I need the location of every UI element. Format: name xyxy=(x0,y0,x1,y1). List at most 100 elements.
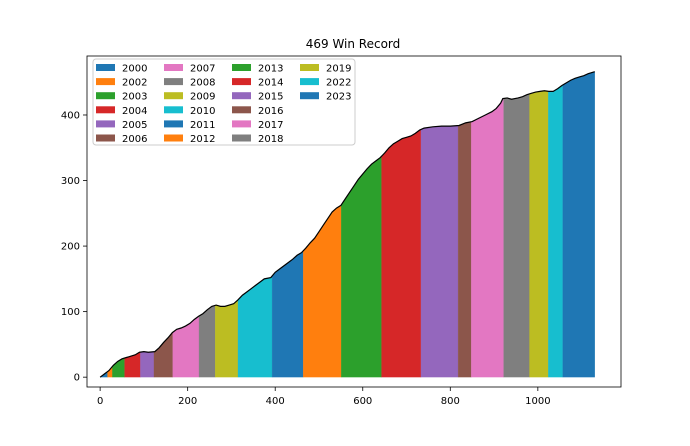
legend-label: 2017 xyxy=(258,120,283,131)
legend-swatch xyxy=(164,120,183,128)
season-areas xyxy=(99,71,595,378)
area-2017 xyxy=(471,98,504,378)
legend-label: 2019 xyxy=(326,64,351,75)
legend-label: 2010 xyxy=(190,106,215,117)
area-2005 xyxy=(140,351,155,378)
legend-swatch xyxy=(232,134,251,142)
x-tick-label: 400 xyxy=(266,396,285,407)
legend-label: 2016 xyxy=(258,106,283,117)
area-2019 xyxy=(529,90,549,378)
legend-swatch xyxy=(232,78,251,86)
legend-label: 2018 xyxy=(258,134,283,145)
x-tick-label: 0 xyxy=(97,396,103,407)
legend-swatch xyxy=(96,78,115,86)
legend-entry-2016: 2016 xyxy=(232,106,283,117)
legend-entry-2015: 2015 xyxy=(232,92,283,103)
area-2015 xyxy=(420,125,459,378)
area-2018 xyxy=(503,93,530,378)
area-2010 xyxy=(237,275,273,378)
legend-entry-2005: 2005 xyxy=(96,120,147,131)
legend-label: 2009 xyxy=(190,92,215,103)
legend-entry-2009: 2009 xyxy=(164,92,215,103)
legend-swatch xyxy=(96,92,115,100)
x-tick-label: 800 xyxy=(441,396,460,407)
legend-swatch xyxy=(96,120,115,128)
legend-label: 2005 xyxy=(122,120,147,131)
legend-entry-2002: 2002 xyxy=(96,78,147,89)
legend-entries: 2000 2002 2003 2004 2005 2006 2007 2008 2009 2010… xyxy=(96,64,351,145)
legend-swatch xyxy=(164,92,183,100)
x-axis-ticks: 0 200 400 600 800 1000 xyxy=(97,387,551,407)
legend-entry-2006: 2006 xyxy=(96,134,147,145)
legend-swatch xyxy=(232,120,251,128)
legend-box xyxy=(92,58,356,146)
legend-entry-2022: 2022 xyxy=(300,78,351,89)
legend-label: 2008 xyxy=(190,78,215,89)
legend-label: 2003 xyxy=(122,92,147,103)
area-2023 xyxy=(562,71,595,378)
legend-entry-2018: 2018 xyxy=(232,134,283,145)
legend-swatch xyxy=(164,106,183,114)
area-2009 xyxy=(215,299,239,378)
legend-entry-2008: 2008 xyxy=(164,78,215,89)
x-tick-label: 1000 xyxy=(525,396,550,407)
legend-swatch xyxy=(300,78,319,86)
legend-swatch xyxy=(96,106,115,114)
area-2008 xyxy=(198,305,216,378)
area-2006 xyxy=(153,331,173,378)
legend-entry-2017: 2017 xyxy=(232,120,283,131)
y-tick-label: 100 xyxy=(61,307,80,318)
legend-entry-2004: 2004 xyxy=(96,106,147,117)
area-2016 xyxy=(458,121,472,378)
y-axis-ticks: 0 100 200 300 400 xyxy=(61,110,87,384)
legend-swatch xyxy=(232,92,251,100)
cumulative-wins-line xyxy=(99,71,595,378)
legend-label: 2015 xyxy=(258,92,283,103)
legend-entry-2000: 2000 xyxy=(96,64,147,75)
legend-swatch xyxy=(300,64,319,71)
y-tick-label: 200 xyxy=(61,242,80,253)
legend-entry-2012: 2012 xyxy=(164,134,215,145)
legend-label: 2012 xyxy=(190,134,215,145)
legend-entry-2010: 2010 xyxy=(164,106,215,117)
area-2013 xyxy=(341,155,382,378)
chart-title: 469 Win Record xyxy=(306,37,401,51)
legend-swatch xyxy=(96,134,115,142)
legend-swatch xyxy=(96,64,115,71)
legend-label: 2006 xyxy=(122,134,147,145)
legend-entry-2007: 2007 xyxy=(164,64,215,75)
x-tick-label: 600 xyxy=(353,396,372,407)
legend-swatch xyxy=(164,78,183,86)
legend-label: 2013 xyxy=(258,64,283,75)
legend: 2000 2002 2003 2004 2005 2006 2007 2008 2009 2010… xyxy=(92,58,356,146)
y-tick-label: 300 xyxy=(61,176,80,187)
legend-swatch xyxy=(232,106,251,114)
legend-label: 2000 xyxy=(122,64,147,75)
legend-entry-2013: 2013 xyxy=(232,64,283,75)
axes-frame xyxy=(86,55,622,388)
legend-label: 2002 xyxy=(122,78,147,89)
legend-entry-2003: 2003 xyxy=(96,92,147,103)
x-tick-label: 200 xyxy=(178,396,197,407)
legend-entry-2023: 2023 xyxy=(300,92,351,103)
legend-label: 2022 xyxy=(326,78,351,89)
legend-label: 2011 xyxy=(190,120,215,131)
area-2011 xyxy=(272,250,304,378)
y-tick-label: 0 xyxy=(74,373,80,384)
legend-swatch xyxy=(300,92,319,100)
legend-entry-2014: 2014 xyxy=(232,78,283,89)
legend-swatch xyxy=(164,134,183,142)
legend-label: 2004 xyxy=(122,106,147,117)
y-tick-label: 400 xyxy=(61,110,80,121)
legend-label: 2023 xyxy=(326,92,351,103)
area-2012 xyxy=(303,204,342,378)
area-2022 xyxy=(548,84,563,378)
legend-entry-2019: 2019 xyxy=(300,64,351,75)
legend-entry-2011: 2011 xyxy=(164,120,215,131)
area-2014 xyxy=(381,129,422,378)
legend-label: 2007 xyxy=(190,64,215,75)
legend-swatch xyxy=(232,64,251,71)
legend-swatch xyxy=(164,64,183,71)
